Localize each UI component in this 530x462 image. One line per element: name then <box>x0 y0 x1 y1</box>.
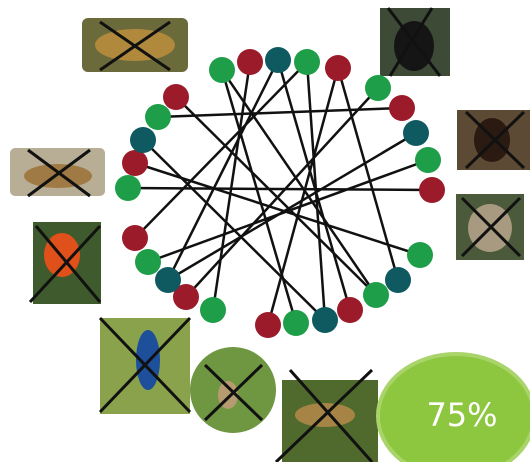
node <box>312 307 338 333</box>
node <box>209 57 235 83</box>
badge <box>376 352 530 462</box>
cross <box>203 363 264 422</box>
node <box>155 267 181 293</box>
node <box>115 175 141 201</box>
node <box>294 49 320 75</box>
link <box>276 59 352 311</box>
node <box>255 312 281 338</box>
link <box>166 59 280 281</box>
link <box>175 96 377 296</box>
link <box>167 131 417 282</box>
link <box>157 106 403 119</box>
cross <box>27 148 91 198</box>
link <box>134 61 308 239</box>
links <box>127 59 433 326</box>
link <box>220 69 298 324</box>
node <box>389 95 415 121</box>
node <box>325 55 351 81</box>
node <box>385 267 411 293</box>
node <box>403 120 429 146</box>
photo-detail <box>394 21 434 71</box>
link <box>147 158 429 264</box>
node <box>419 177 445 203</box>
cross-marks <box>27 7 526 462</box>
node <box>200 297 226 323</box>
cross <box>274 368 374 462</box>
node <box>173 284 199 310</box>
nodes <box>115 47 445 338</box>
node <box>135 249 161 275</box>
node <box>237 49 263 75</box>
cross <box>386 7 442 77</box>
node <box>415 147 441 173</box>
node <box>130 127 156 153</box>
link <box>220 69 378 296</box>
link <box>266 67 340 326</box>
node <box>265 47 291 73</box>
node <box>163 84 189 110</box>
link <box>142 139 326 321</box>
cross <box>388 7 434 77</box>
cross <box>460 196 522 258</box>
node <box>363 282 389 308</box>
cross <box>34 225 102 303</box>
cross <box>28 224 102 304</box>
cross <box>288 369 374 462</box>
node <box>337 297 363 323</box>
photo-detail <box>24 164 92 188</box>
link <box>185 87 379 298</box>
badge-label: 75% <box>426 396 497 434</box>
node <box>407 242 433 268</box>
cross <box>98 316 192 414</box>
link <box>127 186 433 192</box>
node <box>145 104 171 130</box>
photos <box>10 7 530 462</box>
node <box>283 310 309 336</box>
cross <box>99 20 171 72</box>
cross <box>464 110 526 170</box>
node <box>122 225 148 251</box>
node <box>122 150 148 176</box>
link <box>305 61 327 321</box>
node <box>365 75 391 101</box>
